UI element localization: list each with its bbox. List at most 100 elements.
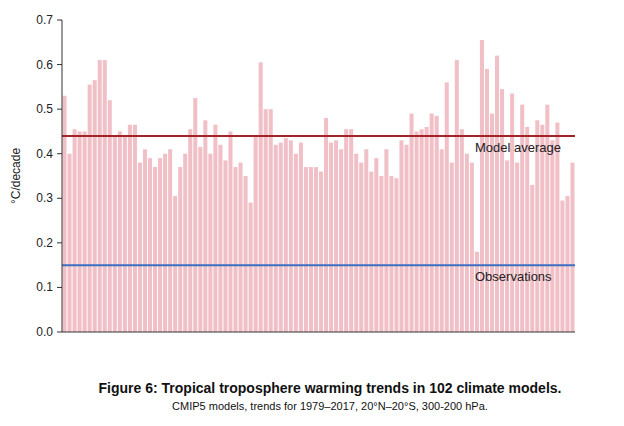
bar (475, 252, 479, 332)
bar (455, 60, 459, 332)
bar (103, 60, 107, 332)
bar (515, 163, 519, 332)
y-axis-label: °C/decade (9, 148, 23, 204)
bar (505, 160, 509, 332)
reference-label: Observations (475, 269, 552, 284)
bar (73, 129, 77, 332)
y-tick (57, 332, 62, 333)
y-tick-label: 0.6 (36, 58, 53, 72)
bar (394, 178, 398, 332)
bar (540, 125, 544, 332)
bars (63, 40, 575, 332)
bar (319, 172, 323, 332)
bar (430, 114, 434, 332)
bar (78, 131, 82, 332)
bar (364, 149, 368, 332)
bar (254, 136, 258, 332)
bar (399, 140, 403, 332)
chart-svg: Model averageObservations0.00.10.20.30.4… (0, 0, 624, 426)
bar (223, 160, 227, 332)
y-tick (57, 153, 62, 154)
bar (244, 176, 248, 332)
bar (339, 149, 343, 332)
bar (239, 163, 243, 332)
subtitle: CMIP5 models, trends for 1979–2017, 20°N… (172, 400, 488, 412)
bar (525, 127, 529, 332)
bar (485, 69, 489, 332)
bar (334, 140, 338, 332)
bar (234, 167, 238, 332)
bar (344, 129, 348, 332)
bar (218, 145, 222, 332)
bar (98, 60, 102, 332)
bar (500, 89, 504, 332)
bar (415, 131, 419, 332)
bar (138, 163, 142, 332)
bar (188, 129, 192, 332)
bar (445, 82, 449, 332)
reference-label: Model average (475, 140, 561, 155)
bar (63, 96, 67, 332)
y-tick-label: 0.3 (36, 191, 53, 205)
bar (550, 140, 554, 332)
bar (309, 167, 313, 332)
bar (329, 143, 333, 332)
bar (545, 105, 549, 332)
bar (148, 158, 152, 332)
bar (208, 154, 212, 332)
reference-line (62, 135, 575, 137)
bar (435, 116, 439, 332)
bar (349, 129, 353, 332)
bar (158, 158, 162, 332)
bar (274, 145, 278, 332)
bar (384, 149, 388, 332)
bar (88, 85, 92, 332)
y-tick-label: 0.0 (36, 325, 53, 339)
ref-lines (62, 136, 575, 265)
bar (425, 127, 429, 332)
bar (465, 154, 469, 332)
bar (450, 163, 454, 332)
bar (520, 105, 524, 332)
bar (389, 176, 393, 332)
reference-line (62, 264, 575, 266)
bar (304, 167, 308, 332)
bar (405, 145, 409, 332)
bar (565, 196, 569, 332)
y-tick-label: 0.7 (36, 13, 53, 27)
y-tick-label: 0.1 (36, 280, 53, 294)
bar (123, 136, 127, 332)
title: Figure 6: Tropical troposphere warming t… (99, 380, 562, 396)
bar (570, 163, 574, 332)
bar (560, 201, 564, 332)
y-tick (57, 20, 62, 21)
bar (68, 154, 72, 332)
bar (530, 185, 534, 332)
bar (259, 62, 263, 332)
bar (279, 143, 283, 332)
bar (113, 136, 117, 332)
bar (289, 140, 293, 332)
bar (299, 143, 303, 332)
bar (284, 138, 288, 332)
bar (269, 109, 273, 332)
bar (163, 154, 167, 332)
chart-root: Model averageObservations0.00.10.20.30.4… (0, 0, 624, 426)
bar (359, 163, 363, 332)
bar (193, 98, 197, 332)
bar (460, 129, 464, 332)
bar (510, 94, 514, 332)
bar (133, 125, 137, 332)
bar (153, 167, 157, 332)
bar (173, 196, 177, 332)
y-tick (57, 109, 62, 110)
y-tick-label: 0.2 (36, 236, 53, 250)
bar (314, 167, 318, 332)
y-tick-label: 0.5 (36, 102, 53, 116)
bar (183, 154, 187, 332)
bar (440, 149, 444, 332)
bar (249, 203, 253, 332)
x-axis (62, 332, 575, 333)
bar (374, 158, 378, 332)
y-tick (57, 287, 62, 288)
